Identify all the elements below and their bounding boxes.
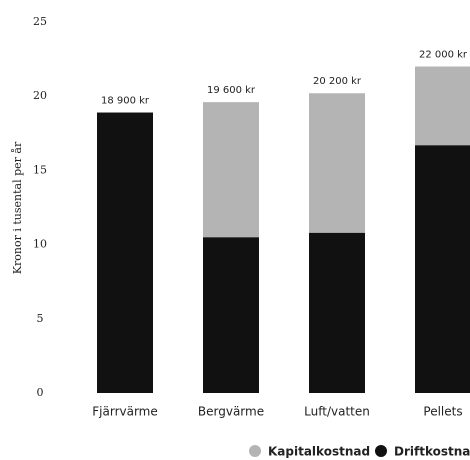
x-tick-label: Fjärrvärme (92, 405, 158, 419)
x-tick-label: Pellets (423, 405, 462, 419)
legend-swatch (249, 445, 261, 457)
y-tick-label: 10 (33, 238, 47, 251)
legend-label: Kapitalkostnad (268, 445, 370, 459)
bar-segment (203, 237, 259, 393)
y-axis-title: Kronor i tusental per år (11, 141, 24, 274)
x-tick-label: Luft/vatten (304, 405, 370, 419)
y-tick-label: 20 (33, 89, 47, 102)
bar-segment (203, 102, 259, 238)
bar-segment (97, 112, 153, 394)
legend-swatch (375, 445, 387, 457)
y-tick-label: 25 (33, 15, 47, 28)
total-label: 20 200 kr (313, 76, 362, 87)
bar-segment (415, 145, 470, 393)
y-tick-label: 15 (33, 163, 47, 176)
y-tick-label: 5 (37, 312, 44, 325)
y-tick-label: 0 (37, 386, 44, 399)
x-tick-label: Bergvärme (198, 405, 264, 419)
legend-label: Driftkostnad (394, 445, 470, 459)
bar-segment (415, 66, 470, 146)
total-label: 22 000 kr (419, 50, 468, 61)
total-label: 18 900 kr (101, 96, 150, 107)
total-label: 19 600 kr (207, 85, 256, 96)
bar-segment (309, 232, 365, 393)
bar-segment (309, 93, 365, 233)
